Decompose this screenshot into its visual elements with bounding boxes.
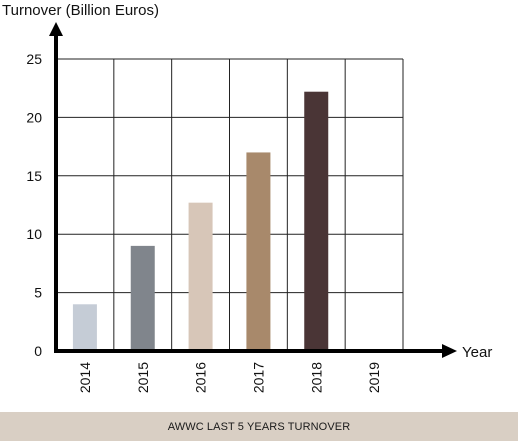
axes <box>49 22 457 358</box>
y-tick-label: 15 <box>26 168 42 184</box>
y-axis-label: Turnover (Billion Euros) <box>2 2 159 19</box>
y-tick-label: 10 <box>26 226 42 242</box>
x-axis-label: Year <box>462 344 492 361</box>
y-axis-arrow <box>49 22 63 36</box>
y-tick-label: 0 <box>34 343 42 359</box>
bar-2016 <box>188 202 213 351</box>
bar-2018 <box>304 91 329 351</box>
y-tick-label: 25 <box>26 51 42 67</box>
x-axis-arrow <box>442 344 457 358</box>
y-tick-label: 20 <box>26 109 42 125</box>
bar-2014 <box>72 304 97 351</box>
x-tick-label: 2018 <box>308 362 324 393</box>
bar-chart: Turnover (Billion Euros) 0 5 10 15 20 25 2014… <box>2 2 492 393</box>
x-tick-label: 2015 <box>135 362 151 393</box>
x-tick-label: 2019 <box>366 362 382 393</box>
x-tick-label: 2016 <box>193 362 209 393</box>
chart-footer: AWWC LAST 5 YEARS TURNOVER <box>0 412 518 441</box>
x-tick-labels: 2014 2015 2016 2017 2018 2019 <box>77 362 382 393</box>
bars <box>72 91 329 351</box>
bar-2017 <box>246 152 271 351</box>
grid <box>56 58 404 351</box>
y-tick-label: 5 <box>34 285 42 301</box>
chart-caption: AWWC LAST 5 YEARS TURNOVER <box>167 420 351 433</box>
bar-2015 <box>130 245 155 351</box>
y-tick-labels: 0 5 10 15 20 25 <box>26 51 42 359</box>
x-tick-label: 2014 <box>77 362 93 393</box>
x-tick-label: 2017 <box>250 362 266 393</box>
